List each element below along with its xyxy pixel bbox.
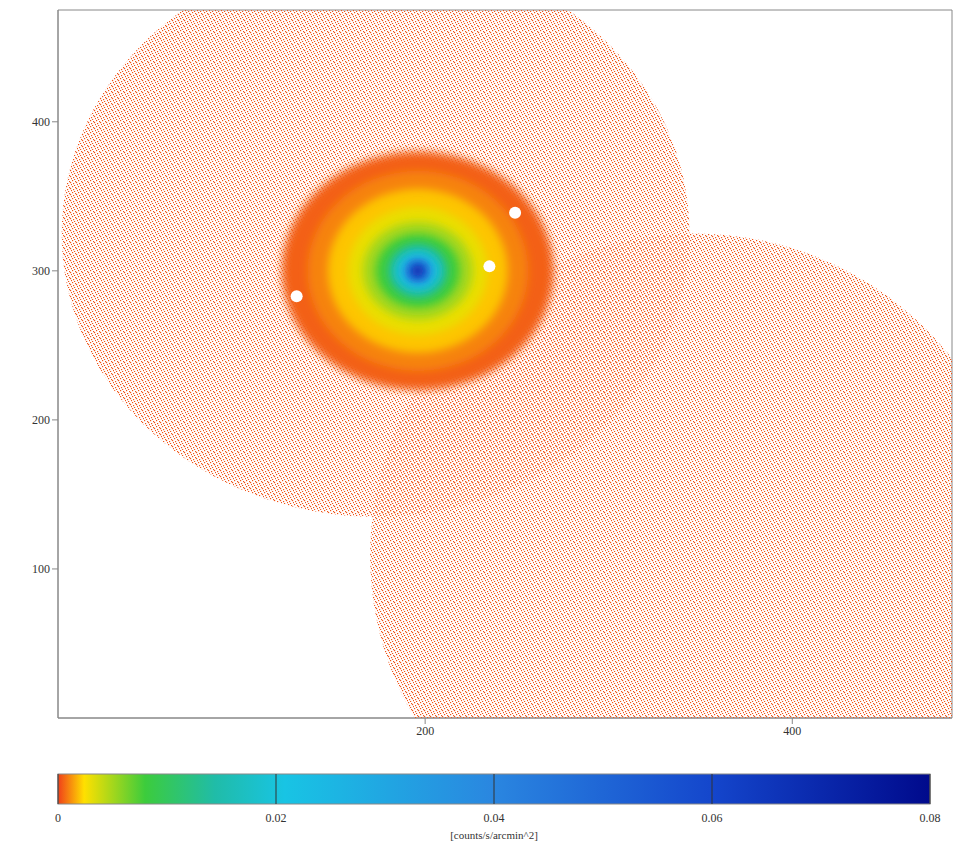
- svg-text:300: 300: [32, 264, 50, 278]
- svg-text:0.04: 0.04: [484, 811, 505, 825]
- svg-text:0.02: 0.02: [266, 811, 287, 825]
- svg-text:[counts/s/arcmin^2]: [counts/s/arcmin^2]: [450, 829, 538, 841]
- svg-text:100: 100: [32, 562, 50, 576]
- svg-text:400: 400: [32, 115, 50, 129]
- svg-text:0: 0: [55, 811, 61, 825]
- svg-text:0.08: 0.08: [920, 811, 941, 825]
- svg-text:0.06: 0.06: [702, 811, 723, 825]
- svg-text:200: 200: [32, 413, 50, 427]
- svg-text:400: 400: [783, 724, 801, 738]
- svg-text:200: 200: [416, 724, 434, 738]
